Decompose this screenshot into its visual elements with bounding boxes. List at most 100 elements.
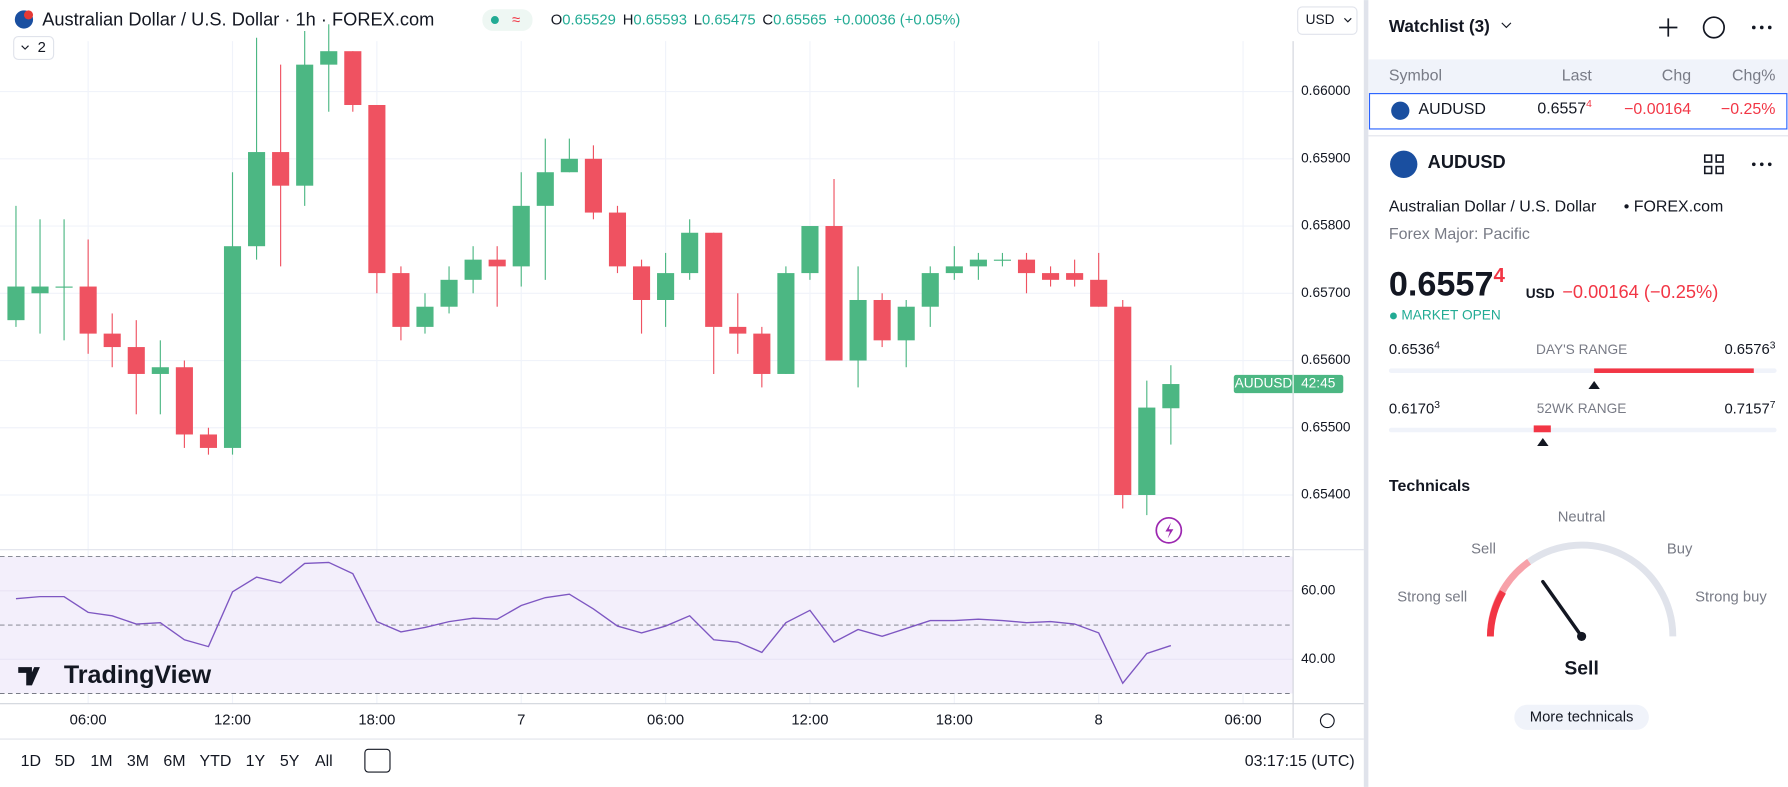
range-high: 0.71577 [1724, 400, 1775, 418]
y-tick-label: 0.65500 [1301, 419, 1351, 434]
candle-body [753, 333, 771, 374]
candle-body [801, 226, 819, 274]
candle-body [248, 152, 266, 247]
layout-icon[interactable] [1703, 154, 1724, 175]
candle-body [825, 226, 843, 361]
candle-body [729, 326, 747, 334]
chart-area [0, 24, 1294, 704]
column-header: Last [1562, 68, 1593, 85]
candle-body [223, 246, 242, 448]
gauge-arc [1527, 541, 1677, 637]
candle-body [392, 273, 410, 327]
detail-name: Australian Dollar / U.S. Dollar • FOREX.c… [1389, 199, 1723, 216]
gauge-label: Neutral [1558, 510, 1606, 526]
candle-body [681, 232, 699, 274]
row-chg-pct: −0.25% [1721, 101, 1776, 118]
candle-body [945, 266, 963, 274]
detail-price-main: 0.6557 [1389, 265, 1494, 303]
more-icon[interactable] [1751, 25, 1772, 30]
detail-currency: USD [1526, 286, 1555, 301]
range-low: 0.65364 [1389, 340, 1440, 358]
x-tick-label: 18:00 [358, 713, 395, 729]
chevron [21, 45, 29, 50]
candle-body [512, 205, 530, 267]
indicator-toggle[interactable] [13, 36, 55, 60]
candle-body [1042, 273, 1060, 280]
y-tick-label: 40.00 [1301, 651, 1336, 666]
more-icon[interactable] [1751, 162, 1772, 167]
range-button[interactable]: 1M [90, 753, 112, 770]
candle-body [849, 299, 867, 361]
status-pill[interactable] [482, 9, 533, 31]
candle-body [272, 152, 290, 186]
row-chg: −0.00164 [1624, 101, 1691, 118]
candle-body [584, 158, 602, 213]
candle-body [705, 232, 723, 327]
candle-body [464, 259, 482, 280]
detail-price: 0.65574 [1389, 265, 1506, 304]
range-button[interactable]: 5Y [280, 753, 300, 770]
settings-icon[interactable] [1319, 713, 1335, 729]
range-button[interactable]: YTD [200, 753, 232, 770]
detail-category: Forex Major: Pacific [1389, 226, 1530, 243]
detail-exchange: • FOREX.com [1624, 199, 1724, 216]
y-tick-label: 0.65400 [1301, 487, 1351, 502]
x-tick-label: 7 [517, 713, 525, 729]
detail-price-sup: 4 [1493, 265, 1505, 288]
range-button[interactable]: 1Y [246, 753, 266, 770]
range-high-sup: 3 [1770, 340, 1776, 351]
chart-title: Australian Dollar / U.S. Dollar · 1h · F… [42, 8, 434, 29]
candle-body [993, 259, 1011, 261]
price-tag-symbol: AUDUSD [1235, 376, 1293, 391]
range-track [1388, 427, 1777, 433]
range-low-sup: 3 [1434, 400, 1440, 411]
range-high-sup: 7 [1770, 400, 1776, 411]
range-fill [1533, 425, 1551, 433]
detail-flag [1390, 150, 1418, 178]
selected-row[interactable] [1368, 93, 1788, 130]
ohlc: O0.65529 H0.65593 L0.65475 C0.65565 +0.00036… [551, 13, 961, 29]
price-tag-countdown: 42:45 [1301, 376, 1336, 391]
candle-body [1138, 407, 1156, 495]
more-technicals-button[interactable] [1514, 704, 1649, 730]
add-icon[interactable] [1659, 18, 1678, 37]
gauge-label: Sell [1471, 542, 1496, 558]
y-tick-label: 0.65700 [1301, 285, 1351, 300]
row-flag [1391, 101, 1410, 120]
panel-divider [1363, 0, 1369, 787]
candle-body [536, 172, 554, 206]
candle-body [897, 306, 915, 341]
chevron[interactable] [1501, 22, 1512, 29]
ohlc-value: 0.65593 [633, 13, 687, 29]
candle-body [873, 299, 891, 341]
currency-select[interactable] [1297, 6, 1358, 35]
price-tag [1233, 374, 1344, 394]
market-status: MARKET OPEN [1401, 308, 1500, 323]
symbol-flag-badge [23, 10, 34, 20]
range-button[interactable]: 6M [163, 753, 185, 770]
alert-icon[interactable] [1155, 516, 1183, 544]
alert-bolt [1165, 522, 1174, 539]
chevron [1344, 17, 1352, 23]
date-range-icon[interactable] [364, 748, 391, 773]
range-button[interactable]: All [315, 753, 333, 770]
delay-icon: ≈ [512, 13, 520, 29]
range-high-main: 0.6576 [1724, 342, 1769, 358]
candle-body [416, 306, 434, 327]
y-tick-label: 0.65600 [1301, 352, 1351, 367]
candle-body [7, 286, 25, 321]
range-button[interactable]: 3M [127, 753, 149, 770]
y-tick-label: 0.65900 [1301, 150, 1351, 165]
row-symbol: AUDUSD [1419, 101, 1486, 118]
range-label: DAY'S RANGE [1536, 342, 1627, 357]
widget-icon[interactable] [1702, 16, 1725, 39]
gauge-label: Strong sell [1397, 590, 1467, 606]
range-button[interactable]: 1D [21, 753, 41, 770]
range-button[interactable]: 5D [55, 753, 75, 770]
range-low-main: 0.6536 [1389, 342, 1434, 358]
column-header: Chg [1662, 68, 1691, 85]
detail-change: −0.00164 (−0.25%) [1562, 281, 1718, 302]
ohlc-label: C [762, 13, 773, 29]
candle-body [1090, 279, 1108, 307]
